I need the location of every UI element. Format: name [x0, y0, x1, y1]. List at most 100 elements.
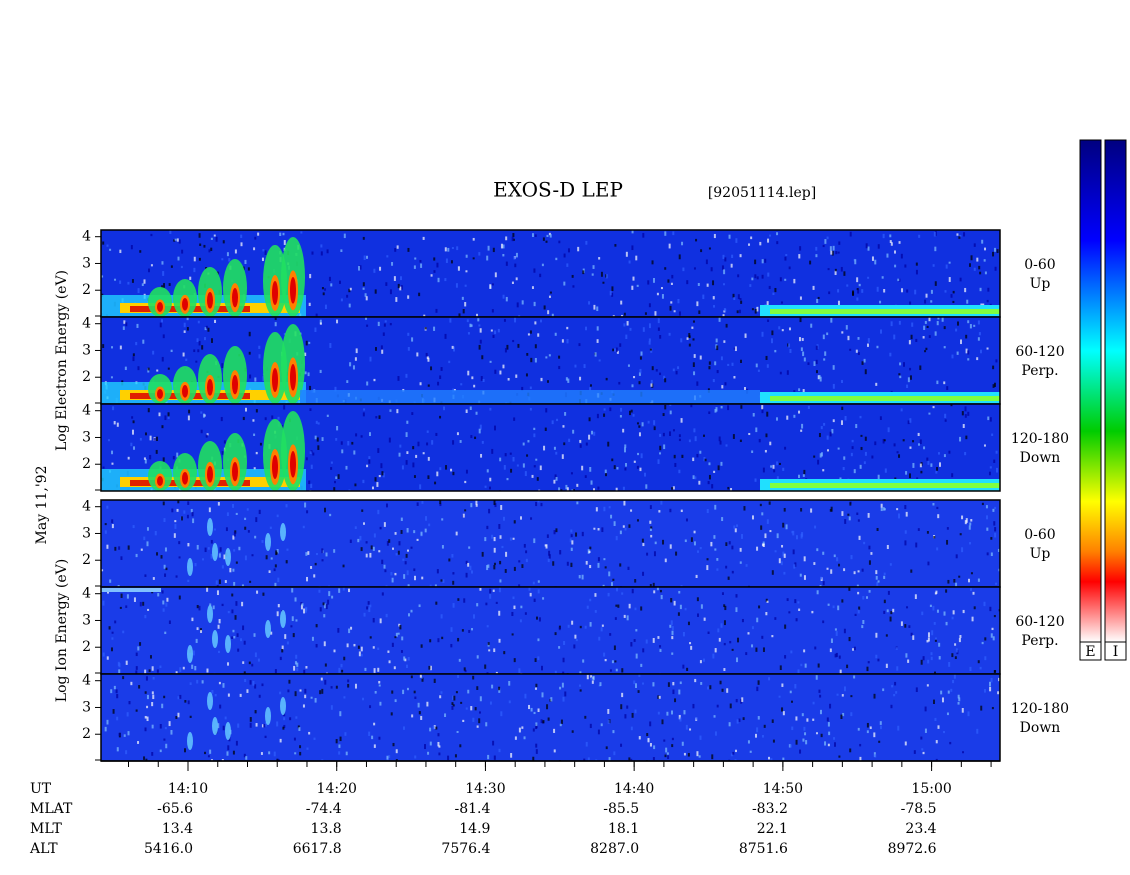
speckle: [535, 616, 538, 620]
speckle: [258, 509, 261, 515]
speckle: [472, 675, 475, 680]
speckle: [135, 670, 138, 674]
speckle: [990, 677, 993, 683]
speckle: [553, 530, 556, 535]
speckle: [122, 676, 125, 680]
speckle: [241, 584, 244, 587]
speckle: [883, 610, 886, 614]
speckle: [347, 679, 350, 683]
speckle: [664, 754, 667, 758]
speckle: [147, 367, 150, 371]
burst: [157, 476, 163, 486]
speckle: [963, 232, 966, 237]
burst: [280, 610, 286, 628]
speckle: [498, 748, 501, 753]
speckle: [774, 617, 777, 620]
speckle: [730, 488, 733, 491]
speckle: [625, 334, 628, 340]
speckle: [721, 265, 724, 270]
speckle: [444, 247, 447, 252]
speckle: [904, 530, 907, 534]
speckle: [453, 346, 456, 352]
speckle: [166, 597, 169, 602]
speckle: [113, 421, 116, 425]
speckle: [391, 642, 394, 647]
speckle: [400, 650, 403, 653]
speckle: [879, 416, 882, 420]
speckle: [638, 432, 641, 437]
speckle: [253, 247, 256, 251]
speckle: [533, 268, 536, 273]
speckle: [723, 620, 726, 626]
speckle: [788, 327, 791, 331]
speckle: [399, 276, 402, 281]
speckle: [610, 582, 613, 586]
speckle: [636, 284, 639, 287]
speckle: [917, 443, 920, 446]
speckle: [243, 753, 246, 758]
speckle: [810, 323, 813, 328]
speckle: [478, 324, 481, 327]
speckle: [512, 339, 515, 343]
speckle: [807, 405, 810, 409]
speckle: [957, 694, 960, 699]
speckle: [320, 251, 323, 256]
speckle: [874, 441, 877, 446]
speckle: [534, 687, 537, 690]
speckle: [385, 503, 388, 508]
speckle: [491, 534, 494, 539]
speckle: [967, 358, 970, 361]
speckle: [118, 663, 121, 668]
speckle: [492, 589, 495, 592]
speckle: [761, 408, 764, 414]
speckle: [647, 738, 650, 743]
speckle: [478, 252, 481, 256]
speckle: [133, 446, 136, 450]
speckle: [838, 563, 841, 567]
speckle: [977, 320, 980, 325]
speckle: [769, 234, 772, 237]
speckle: [339, 711, 342, 717]
colorbar: [1104, 139, 1127, 643]
speckle: [812, 718, 815, 721]
speckle: [712, 280, 715, 286]
speckle: [880, 507, 883, 512]
speckle: [877, 658, 880, 662]
speckle: [414, 696, 417, 699]
speckle: [952, 610, 955, 615]
speckle: [470, 570, 473, 574]
speckle: [261, 683, 264, 687]
speckle: [355, 433, 358, 437]
speckle: [591, 430, 594, 435]
speckle: [771, 570, 774, 575]
speckle: [959, 436, 962, 442]
speckle: [875, 575, 878, 580]
speckle: [986, 299, 989, 303]
speckle: [784, 278, 787, 281]
speckle: [218, 618, 221, 624]
speckle: [692, 362, 695, 368]
speckle: [597, 562, 600, 568]
speckle: [951, 473, 954, 478]
speckle: [757, 716, 760, 720]
speckle: [781, 707, 784, 712]
speckle: [659, 334, 662, 339]
speckle: [104, 530, 107, 534]
speckle: [109, 248, 112, 251]
speckle: [648, 338, 651, 342]
speckle: [406, 687, 409, 691]
speckle: [327, 599, 330, 605]
speckle: [475, 500, 478, 505]
speckle: [583, 758, 586, 761]
speckle: [151, 702, 154, 707]
speckle: [491, 448, 494, 454]
speckle: [702, 434, 705, 437]
speckle: [509, 537, 512, 541]
speckle: [244, 259, 247, 265]
speckle: [213, 234, 216, 237]
speckle: [579, 671, 582, 674]
speckle: [980, 303, 983, 307]
speckle: [533, 433, 536, 438]
speckle: [944, 419, 947, 422]
speckle: [795, 535, 798, 540]
